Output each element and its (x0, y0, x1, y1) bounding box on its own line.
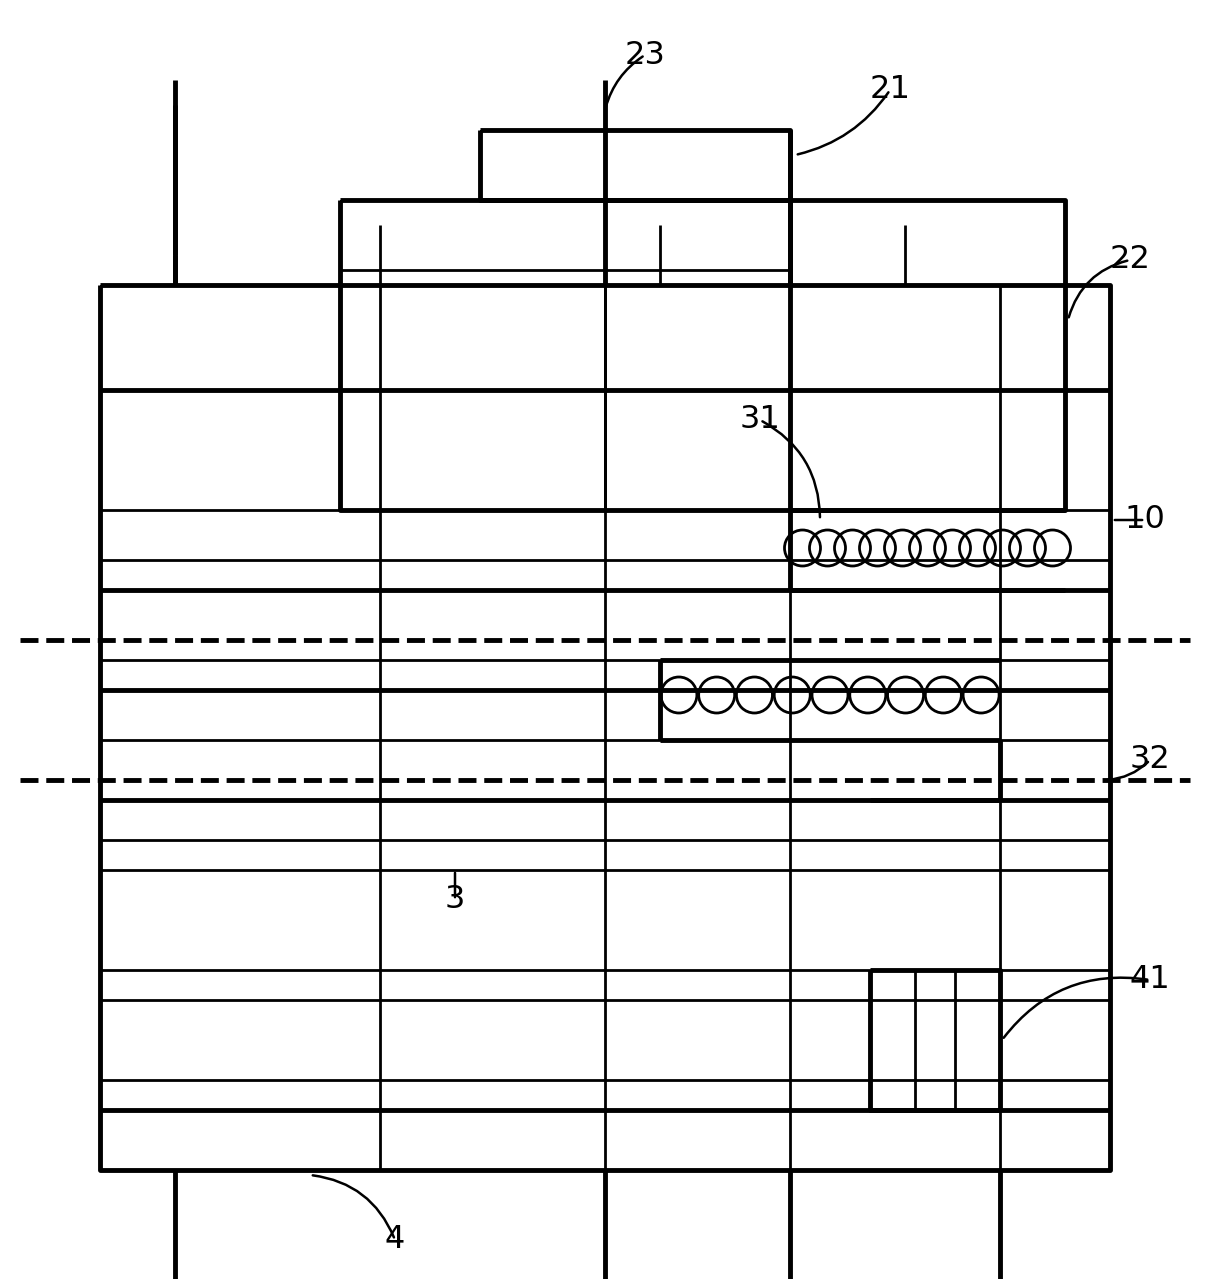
Text: 4: 4 (385, 1224, 406, 1256)
Text: 22: 22 (1109, 244, 1150, 275)
Text: 10: 10 (1125, 504, 1165, 536)
Text: 31: 31 (740, 404, 780, 436)
Text: 3: 3 (444, 885, 465, 916)
Text: 32: 32 (1130, 744, 1171, 775)
Text: 23: 23 (625, 40, 665, 70)
Text: 41: 41 (1130, 964, 1170, 995)
Text: 21: 21 (869, 74, 911, 105)
